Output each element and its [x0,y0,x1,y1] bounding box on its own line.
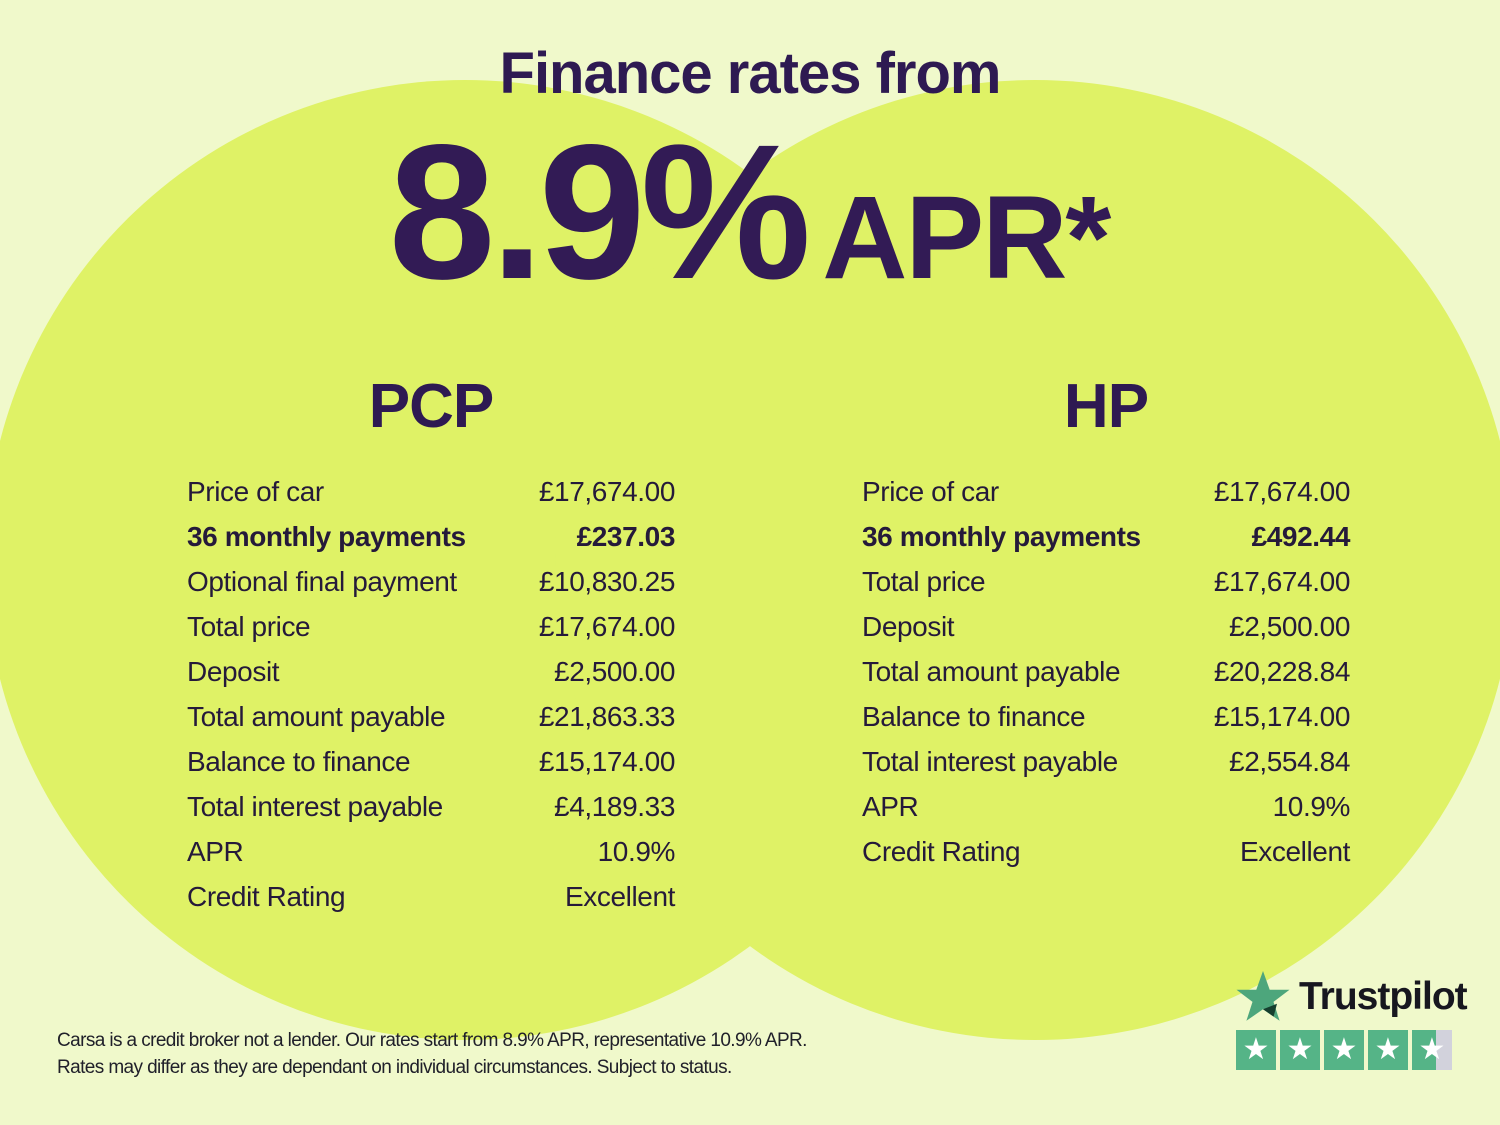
table-row: APR 10.9% [862,784,1350,829]
row-label: Balance to finance [187,746,411,777]
pcp-table: PCP Price of car £17,674.00 36 monthly pay… [187,372,675,919]
table-row: Total interest payable £2,554.84 [862,739,1350,784]
table-row: Price of car £17,674.00 [187,469,675,514]
row-value: 10.9% [597,836,676,867]
row-label: Optional final payment [187,566,457,597]
row-label: Deposit [187,656,280,687]
background-circle-right [555,80,1500,1040]
row-value: £17,674.00 [1213,566,1351,597]
row-label: 36 monthly payments [187,521,466,552]
table-row: Balance to finance £15,174.00 [862,694,1350,739]
table-row: Optional final payment £10,830.25 [187,559,675,604]
table-row: Total amount payable £21,863.33 [187,694,675,739]
trustpilot-logo: Trustpilot [1236,970,1468,1024]
table-row: Total amount payable £20,228.84 [862,649,1350,694]
row-label: Price of car [862,476,999,507]
row-label: Price of car [187,476,324,507]
row-value: £15,174.00 [1213,701,1351,732]
row-value: £2,554.84 [1229,746,1350,777]
star-icon: ★ [1330,1033,1358,1066]
disclaimer-line-2: Rates may differ as they are dependant o… [57,1057,732,1078]
row-label: Balance to finance [862,701,1086,732]
row-label: Total price [187,611,311,642]
row-value: £2,500.00 [1229,611,1350,642]
trustpilot-badge: Trustpilot ★ ★ ★ ★ ★ [1236,970,1468,1070]
pcp-heading: PCP [368,372,494,441]
hp-rows: Price of car £17,674.00 36 monthly payment… [862,469,1350,874]
table-row: Credit Rating Excellent [862,829,1350,874]
row-label: Total amount payable [862,656,1121,687]
trustpilot-star-box: ★ [1324,1030,1364,1070]
row-value: Excellent [1239,836,1350,867]
row-label: Total amount payable [187,701,446,732]
rate-asterisk: * [1065,172,1112,304]
row-label: Total price [862,566,986,597]
hp-table: HP Price of car £17,674.00 36 monthly paym… [862,372,1350,874]
trustpilot-star-box: ★ [1368,1030,1408,1070]
row-label: 36 monthly payments [862,521,1141,552]
trustpilot-star-icon [1236,971,1290,1021]
row-label: Credit Rating [187,881,346,912]
row-value: Excellent [564,881,675,912]
trustpilot-brand-text: Trustpilot [1299,975,1468,1018]
star-icon: ★ [1286,1033,1314,1066]
headline-rate: 8.9% APR* [0,116,1500,308]
row-value: £10,830.25 [538,566,676,597]
row-value: 10.9% [1272,791,1351,822]
row-label: Total interest payable [187,791,443,822]
table-row: Deposit £2,500.00 [187,649,675,694]
row-label: APR [862,791,919,822]
row-value: £15,174.00 [538,746,676,777]
disclaimer-line-1: Carsa is a credit broker not a lender. O… [57,1030,807,1051]
row-label: Total interest payable [862,746,1118,777]
pcp-rows: Price of car £17,674.00 36 monthly payment… [187,469,675,919]
page-title: Finance rates from [499,41,1002,106]
row-value: £20,228.84 [1213,656,1351,687]
rate-unit: APR [822,172,1067,304]
table-row: Deposit £2,500.00 [862,604,1350,649]
star-icon: ★ [1418,1033,1446,1066]
row-value: £17,674.00 [1213,476,1351,507]
table-row: 36 monthly payments £492.44 [862,514,1350,559]
trustpilot-star-box: ★ [1280,1030,1320,1070]
row-value: £237.03 [576,521,676,552]
table-row: APR 10.9% [187,829,675,874]
trustpilot-rating-stars: ★ ★ ★ ★ ★ [1236,1030,1467,1070]
rate-value: 8.9% [388,104,812,319]
table-row: Total interest payable £4,189.33 [187,784,675,829]
trustpilot-star-box: ★ [1412,1030,1452,1070]
star-icon: ★ [1242,1033,1270,1066]
table-row: 36 monthly payments £237.03 [187,514,675,559]
row-value: £492.44 [1251,521,1351,552]
table-row: Price of car £17,674.00 [862,469,1350,514]
row-value: £17,674.00 [538,611,676,642]
hp-heading: HP [1063,372,1149,441]
row-label: Deposit [862,611,955,642]
star-icon: ★ [1374,1033,1402,1066]
row-label: APR [187,836,244,867]
trustpilot-star-box: ★ [1236,1030,1276,1070]
disclaimer-text: Carsa is a credit broker not a lender. O… [57,1027,857,1081]
row-value: £21,863.33 [538,701,676,732]
row-value: £4,189.33 [554,791,675,822]
row-value: £2,500.00 [554,656,675,687]
table-row: Balance to finance £15,174.00 [187,739,675,784]
table-row: Total price £17,674.00 [187,604,675,649]
row-label: Credit Rating [862,836,1021,867]
row-value: £17,674.00 [538,476,676,507]
table-row: Credit Rating Excellent [187,874,675,919]
table-row: Total price £17,674.00 [862,559,1350,604]
